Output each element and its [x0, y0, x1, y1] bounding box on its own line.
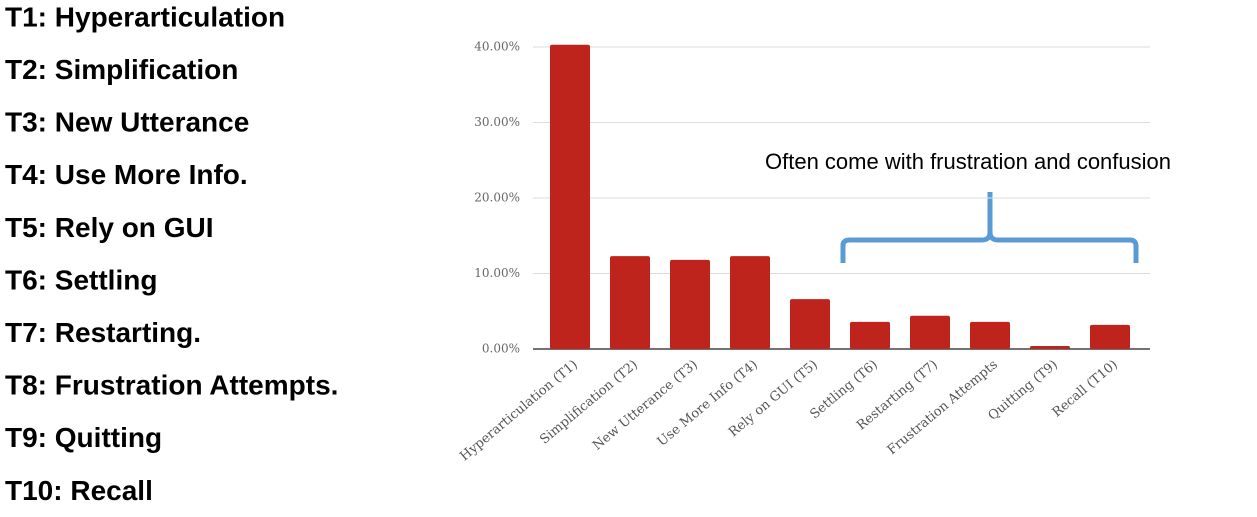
y-tick-label: 10.00%: [474, 266, 520, 280]
bar: [970, 321, 1010, 349]
bar: [730, 256, 770, 349]
bar: [1090, 324, 1130, 349]
x-tick-label: Frustration Attempts: [885, 357, 1001, 458]
list-item: T9: Quitting: [5, 422, 162, 453]
list-item: T2: Simplification: [5, 54, 238, 85]
list-item: T10: Recall: [5, 475, 153, 506]
x-tick-label: New Utterance (T3): [590, 357, 701, 453]
x-tick-label: Recall (T10): [1050, 357, 1121, 420]
y-tick-label: 20.00%: [474, 191, 520, 205]
x-tick-label: Simplification (T2): [537, 357, 641, 447]
x-tick-label: Hyperarticulation (T1): [457, 357, 580, 464]
list-item: T3: New Utterance: [5, 107, 249, 138]
list-item: T4: Use More Info.: [5, 159, 248, 190]
list-item: T5: Rely on GUI: [5, 212, 213, 243]
bar: [670, 259, 710, 349]
bar: [1030, 345, 1070, 349]
bar: [610, 256, 650, 349]
bar: [910, 315, 950, 349]
y-tick-label: 30.00%: [474, 115, 520, 129]
list-item: T6: Settling: [5, 264, 157, 295]
bar: [850, 321, 890, 349]
brace: [840, 192, 1139, 263]
bar: [550, 44, 590, 350]
x-tick-label: Use More Info (T4): [655, 357, 761, 449]
list-item: T8: Frustration Attempts.: [5, 370, 338, 401]
y-tick-label: 40.00%: [474, 40, 520, 54]
bar: [790, 299, 830, 349]
list-item: T1: Hyperarticulation: [5, 1, 285, 32]
y-tick-label: 0.00%: [482, 342, 520, 356]
list-item: T7: Restarting.: [5, 317, 201, 348]
annotation: Often come with frustration and confusio…: [765, 149, 1171, 174]
